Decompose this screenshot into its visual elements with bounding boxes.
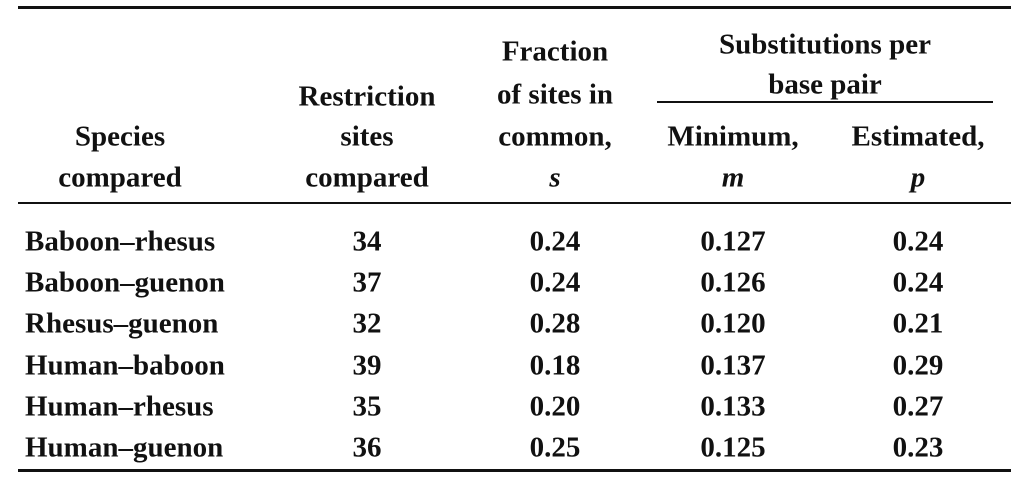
cell: 0.24 (529, 266, 581, 299)
header-variable: s (549, 161, 561, 194)
bottom-rule (18, 469, 1011, 472)
cell: 0.133 (700, 390, 766, 423)
cell: 0.25 (529, 431, 581, 464)
cell: 0.24 (892, 266, 944, 299)
header-text: sites (340, 120, 394, 153)
cell: 0.24 (529, 225, 581, 258)
row-label: Human–rhesus (25, 390, 214, 423)
header-text: Species (74, 120, 166, 153)
header-text: base pair (768, 68, 882, 101)
cell: 32 (352, 307, 382, 340)
cell: 36 (352, 431, 382, 464)
cell: 0.20 (529, 390, 581, 423)
cell: 0.126 (700, 266, 766, 299)
cell: 0.125 (700, 431, 766, 464)
cell: 0.29 (892, 349, 944, 382)
cell: 0.18 (529, 349, 581, 382)
row-label: Human–baboon (25, 349, 225, 382)
header-text: compared (58, 161, 182, 194)
cell: 0.137 (700, 349, 766, 382)
header-variable: p (910, 161, 926, 194)
cell: 39 (352, 349, 382, 382)
cell: 0.127 (700, 225, 766, 258)
header-text: Restriction (298, 80, 436, 113)
row-label: Rhesus–guenon (25, 307, 219, 340)
cell: 0.23 (892, 431, 944, 464)
header-text: Fraction (501, 35, 609, 68)
cell: 0.24 (892, 225, 944, 258)
cell: 0.21 (892, 307, 944, 340)
top-rule (18, 6, 1011, 9)
header-rule (18, 202, 1011, 204)
cell: 0.27 (892, 390, 944, 423)
header-text: of sites in (497, 78, 613, 111)
header-text: common, (498, 120, 612, 153)
header-text: Minimum, (667, 120, 799, 153)
cell: 0.120 (700, 307, 766, 340)
header-text: Estimated, (851, 120, 985, 153)
row-label: Human–guenon (25, 431, 224, 464)
header-text: compared (305, 161, 429, 194)
row-label: Baboon–guenon (25, 266, 225, 299)
cell: 34 (352, 225, 382, 258)
cell: 35 (352, 390, 382, 423)
header-variable: m (721, 161, 745, 194)
header-text: Substitutions per (719, 28, 931, 61)
row-label: Baboon–rhesus (25, 225, 216, 258)
span-rule (657, 101, 993, 103)
cell: 37 (352, 266, 382, 299)
cell: 0.28 (529, 307, 581, 340)
